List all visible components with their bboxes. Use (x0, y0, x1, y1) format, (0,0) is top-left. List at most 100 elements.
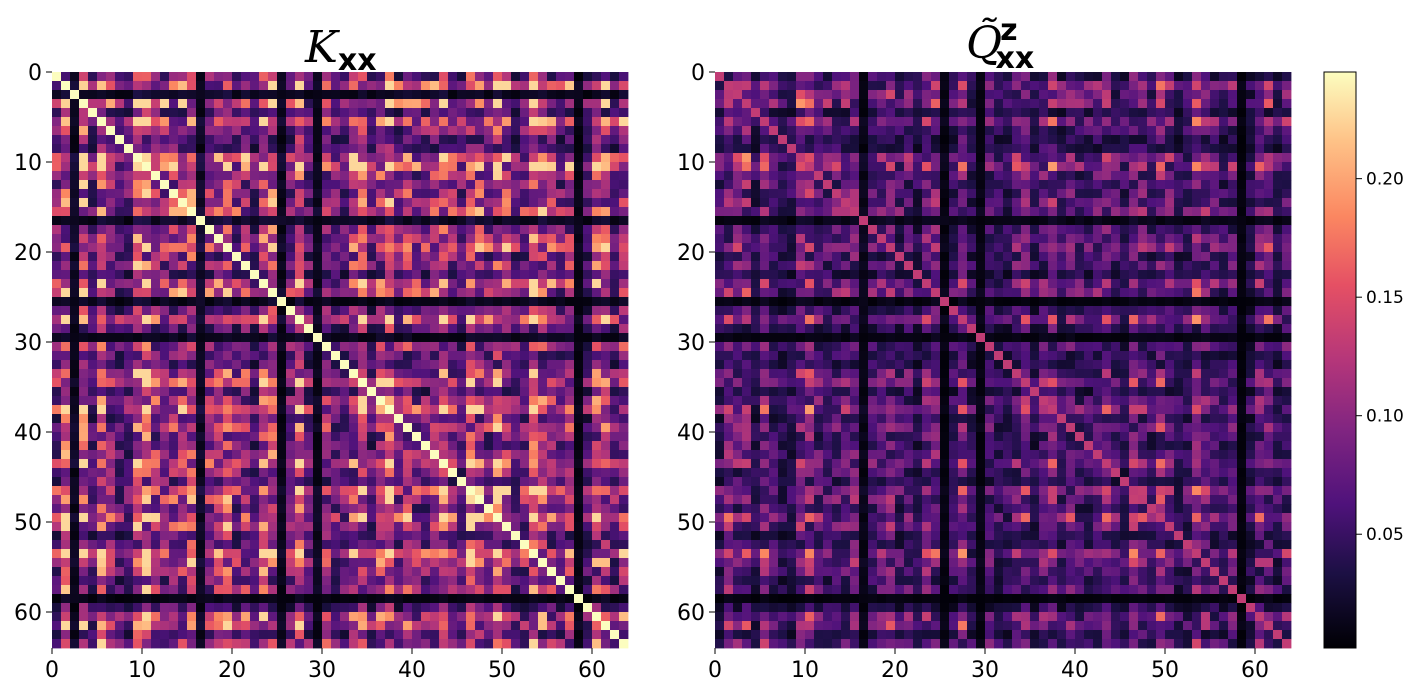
heatmap-cell (241, 495, 251, 505)
heatmap-cell (97, 495, 107, 505)
heatmap-cell (178, 198, 188, 208)
heatmap-cell (1246, 117, 1256, 127)
heatmap-cell (502, 189, 512, 199)
heatmap-cell (529, 108, 539, 118)
heatmap-cell (1012, 135, 1022, 145)
heatmap-cell (412, 378, 422, 388)
heatmap-cell (376, 108, 386, 118)
heatmap-cell (832, 126, 842, 136)
heatmap-cell (1012, 126, 1022, 136)
heatmap-cell (592, 243, 602, 253)
heatmap-cell (187, 567, 197, 577)
heatmap-cell (205, 90, 215, 100)
heatmap-cell (484, 216, 494, 226)
heatmap-cell (547, 351, 557, 361)
heatmap-cell (511, 144, 521, 154)
heatmap-cell (922, 189, 932, 199)
heatmap-cell (520, 162, 530, 172)
heatmap-cell (529, 324, 539, 334)
heatmap-cell (823, 189, 833, 199)
heatmap-cell (115, 603, 125, 613)
heatmap-cell (187, 405, 197, 415)
heatmap-cell (304, 396, 314, 406)
heatmap-cell (349, 243, 359, 253)
heatmap-cell (259, 324, 269, 334)
heatmap-cell (448, 306, 458, 316)
heatmap-cell (529, 441, 539, 451)
heatmap-cell (430, 360, 440, 370)
heatmap-cell (439, 558, 449, 568)
heatmap-cell (502, 594, 512, 604)
heatmap-cell (205, 522, 215, 532)
heatmap-cell (241, 207, 251, 217)
heatmap-cell (268, 396, 278, 406)
heatmap-cell (493, 378, 503, 388)
heatmap-cell (79, 405, 89, 415)
heatmap-cell (1075, 126, 1085, 136)
heatmap-cell (52, 315, 62, 325)
heatmap-cell (124, 81, 134, 91)
heatmap-cell (619, 351, 629, 361)
heatmap-cell (169, 450, 179, 460)
heatmap-cell (502, 279, 512, 289)
heatmap-cell (151, 522, 161, 532)
heatmap-cell (376, 288, 386, 298)
heatmap-cell (502, 468, 512, 478)
heatmap-cell (169, 342, 179, 352)
heatmap-cell (313, 216, 323, 226)
heatmap-cell (295, 99, 305, 109)
heatmap-cell (169, 306, 179, 316)
heatmap-cell (493, 81, 503, 91)
heatmap-cell (322, 315, 332, 325)
heatmap-cell (106, 378, 116, 388)
heatmap-cell (97, 99, 107, 109)
heatmap-cell (106, 315, 116, 325)
heatmap-cell (574, 117, 584, 127)
heatmap-cell (502, 252, 512, 262)
heatmap-cell (349, 423, 359, 433)
heatmap-cell (268, 639, 278, 649)
heatmap-cell (574, 522, 584, 532)
heatmap-cell (97, 441, 107, 451)
heatmap-cell (439, 567, 449, 577)
heatmap-cell (439, 387, 449, 397)
heatmap-cell (574, 558, 584, 568)
heatmap-cell (376, 333, 386, 343)
heatmap-cell (529, 396, 539, 406)
heatmap-cell (151, 153, 161, 163)
heatmap-cell (610, 594, 620, 604)
heatmap-cell (448, 540, 458, 550)
heatmap-cell (205, 351, 215, 361)
heatmap-cell (88, 126, 98, 136)
heatmap-cell (619, 630, 629, 640)
heatmap-cell (538, 513, 548, 523)
heatmap-cell (556, 477, 566, 487)
heatmap-cell (1120, 99, 1130, 109)
heatmap-cell (547, 135, 557, 145)
heatmap-cell (304, 126, 314, 136)
heatmap-cell (313, 198, 323, 208)
heatmap-cell (205, 333, 215, 343)
heatmap-cell (520, 198, 530, 208)
heatmap-cell (484, 513, 494, 523)
heatmap-cell (1219, 144, 1229, 154)
heatmap-cell (70, 423, 80, 433)
heatmap-cell (304, 459, 314, 469)
heatmap-cell (124, 180, 134, 190)
heatmap-cell (322, 297, 332, 307)
heatmap-cell (349, 369, 359, 379)
heatmap-cell (214, 162, 224, 172)
heatmap-cell (1138, 81, 1148, 91)
heatmap-cell (760, 180, 770, 190)
heatmap-cell (841, 108, 851, 118)
heatmap-cell (430, 333, 440, 343)
heatmap-cell (250, 117, 260, 127)
heatmap-cell (151, 585, 161, 595)
heatmap-cell (61, 459, 71, 469)
heatmap-cell (232, 387, 242, 397)
heatmap-cell (394, 351, 404, 361)
heatmap-cell (124, 630, 134, 640)
heatmap-cell (502, 567, 512, 577)
heatmap-cell (520, 450, 530, 460)
heatmap-cell (565, 423, 575, 433)
